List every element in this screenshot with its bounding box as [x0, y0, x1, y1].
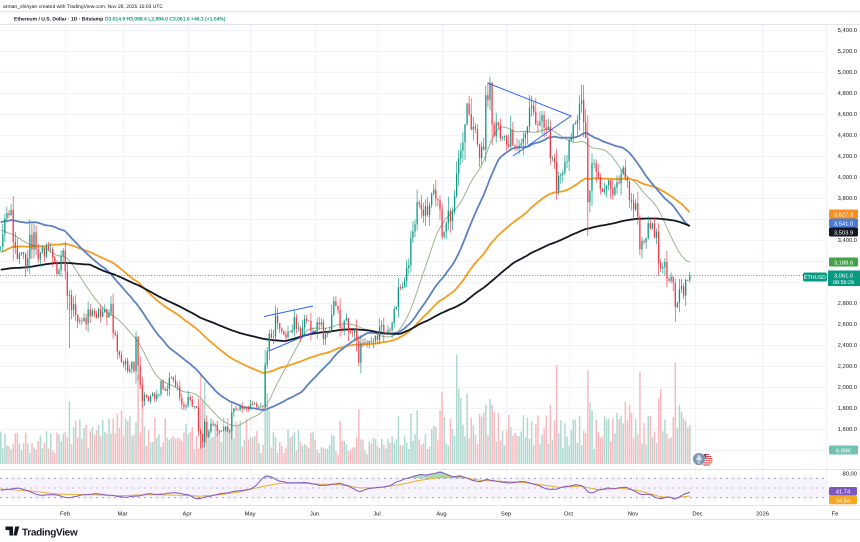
svg-text:Jul: Jul	[373, 510, 380, 517]
svg-text:3,188.6: 3,188.6	[834, 260, 853, 267]
svg-text:5,400.0: 5,400.0	[838, 27, 857, 34]
svg-text:3,061.0: 3,061.0	[834, 272, 853, 279]
svg-text:2,600.0: 2,600.0	[838, 321, 857, 328]
svg-text:Nov: Nov	[628, 511, 638, 517]
svg-text:1,800.0: 1,800.0	[838, 405, 857, 412]
svg-text:2,800.0: 2,800.0	[838, 300, 857, 307]
svg-text:3,400.0: 3,400.0	[838, 237, 857, 244]
svg-text:Fe: Fe	[832, 511, 839, 517]
svg-text:6.99K: 6.99K	[836, 448, 851, 455]
svg-text:Ethereum / U.S. Dollar · 1D ·: Ethereum / U.S. Dollar · 1D · Bitstamp O…	[14, 16, 226, 22]
svg-text:Feb: Feb	[60, 510, 70, 517]
svg-text:Oct: Oct	[564, 510, 573, 517]
svg-text:Mar: Mar	[118, 511, 128, 517]
svg-text:5,200.0: 5,200.0	[838, 48, 857, 55]
svg-text:ETHUSD: ETHUSD	[804, 275, 826, 281]
svg-text:4,000.0: 4,000.0	[838, 174, 857, 181]
svg-text:4,800.0: 4,800.0	[838, 90, 857, 97]
svg-text:1,600.0: 1,600.0	[838, 426, 857, 433]
svg-text:3,541.0: 3,541.0	[834, 221, 853, 228]
svg-text:08:56:29: 08:56:29	[833, 280, 854, 286]
svg-text:4,600.0: 4,600.0	[838, 111, 857, 118]
svg-text:80.00: 80.00	[842, 471, 857, 478]
svg-text:2,200.0: 2,200.0	[838, 363, 857, 370]
svg-text:Apr: Apr	[182, 511, 191, 517]
svg-text:3,627.3: 3,627.3	[834, 212, 853, 219]
svg-text:Aug: Aug	[436, 511, 446, 517]
svg-text:arman_shiriyan created with Tr: arman_shiriyan created with TradingView.…	[3, 4, 163, 10]
svg-text:TradingView: TradingView	[22, 527, 78, 538]
svg-text:5,000.0: 5,000.0	[838, 69, 857, 76]
svg-text:34.54: 34.54	[836, 497, 851, 504]
svg-text:2,000.0: 2,000.0	[838, 384, 857, 391]
svg-text:May: May	[245, 511, 256, 517]
svg-text:2,400.0: 2,400.0	[838, 342, 857, 349]
svg-text:Sep: Sep	[501, 510, 511, 517]
svg-text:3,800.0: 3,800.0	[838, 195, 857, 202]
svg-text:4,200.0: 4,200.0	[838, 153, 857, 160]
svg-text:4,400.0: 4,400.0	[838, 132, 857, 139]
svg-text:Dec: Dec	[692, 511, 702, 517]
svg-text:3,503.9: 3,503.9	[834, 230, 853, 237]
svg-text:2026: 2026	[756, 510, 769, 517]
svg-text:41.74: 41.74	[836, 490, 851, 496]
svg-text:Jun: Jun	[310, 511, 319, 517]
